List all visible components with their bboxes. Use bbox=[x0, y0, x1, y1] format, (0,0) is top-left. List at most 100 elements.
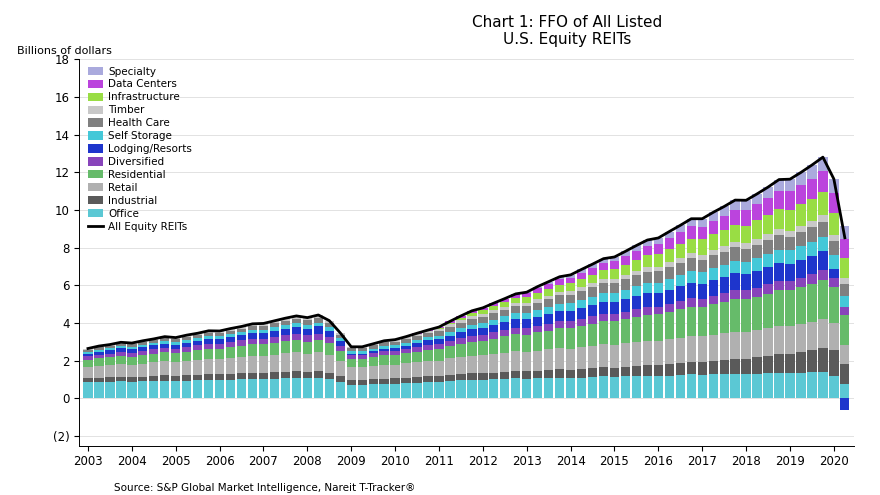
Bar bbox=[182, 335, 191, 337]
Bar bbox=[763, 240, 773, 254]
Bar bbox=[467, 313, 477, 316]
Bar bbox=[423, 330, 433, 331]
Bar bbox=[270, 337, 279, 343]
Bar bbox=[500, 352, 510, 372]
Bar bbox=[335, 335, 345, 339]
Bar bbox=[522, 319, 532, 328]
Bar bbox=[577, 319, 586, 326]
Bar bbox=[313, 371, 323, 378]
Bar bbox=[347, 351, 356, 354]
Bar bbox=[357, 348, 367, 351]
Bar bbox=[511, 306, 520, 313]
Bar bbox=[588, 305, 598, 316]
Bar bbox=[193, 360, 202, 375]
Bar bbox=[445, 358, 455, 375]
Bar bbox=[94, 358, 104, 366]
Bar bbox=[620, 251, 630, 256]
Bar bbox=[610, 302, 620, 314]
Bar bbox=[533, 326, 542, 333]
Bar bbox=[720, 206, 729, 215]
Bar bbox=[182, 361, 191, 375]
Bar bbox=[84, 348, 92, 349]
Bar bbox=[237, 341, 246, 346]
Bar bbox=[566, 283, 576, 291]
Bar bbox=[676, 233, 685, 244]
Bar bbox=[698, 254, 707, 259]
Bar bbox=[752, 374, 762, 398]
Bar bbox=[303, 379, 312, 398]
Bar bbox=[730, 225, 740, 242]
Bar bbox=[138, 363, 148, 377]
Bar bbox=[774, 209, 784, 230]
Bar bbox=[379, 379, 389, 384]
Bar bbox=[313, 327, 323, 334]
Bar bbox=[423, 333, 433, 337]
Bar bbox=[237, 346, 246, 357]
Bar bbox=[522, 371, 532, 379]
Bar bbox=[347, 354, 356, 355]
Bar bbox=[708, 250, 718, 255]
Bar bbox=[763, 356, 773, 373]
Bar bbox=[544, 370, 554, 378]
Legend: Specialty, Data Centers, Infrastructure, Timber, Health Care, Self Storage, Lodg: Specialty, Data Centers, Infrastructure,… bbox=[88, 66, 192, 232]
Bar bbox=[610, 283, 620, 294]
Bar bbox=[796, 232, 805, 246]
Bar bbox=[654, 314, 663, 341]
Bar bbox=[642, 293, 652, 307]
Bar bbox=[445, 346, 455, 358]
Bar bbox=[160, 352, 170, 361]
Bar bbox=[128, 343, 136, 345]
Bar bbox=[763, 198, 773, 215]
Bar bbox=[610, 321, 620, 345]
Bar bbox=[369, 357, 378, 366]
Bar bbox=[281, 335, 290, 342]
Bar bbox=[676, 363, 685, 375]
Bar bbox=[566, 275, 576, 278]
Bar bbox=[511, 313, 520, 319]
Bar bbox=[533, 333, 542, 350]
Bar bbox=[632, 296, 641, 309]
Bar bbox=[182, 381, 191, 398]
Bar bbox=[160, 338, 170, 341]
Bar bbox=[632, 317, 641, 342]
Bar bbox=[489, 339, 498, 354]
Bar bbox=[730, 200, 740, 209]
Bar bbox=[698, 375, 707, 398]
Bar bbox=[204, 359, 213, 374]
Bar bbox=[456, 316, 466, 318]
Bar bbox=[335, 342, 345, 346]
Bar bbox=[303, 342, 312, 353]
Bar bbox=[763, 328, 773, 356]
Bar bbox=[654, 238, 663, 244]
Bar bbox=[785, 326, 795, 354]
Bar bbox=[171, 362, 180, 376]
Bar bbox=[610, 294, 620, 302]
Bar bbox=[522, 313, 532, 319]
Bar bbox=[566, 291, 576, 295]
Bar bbox=[642, 272, 652, 283]
Bar bbox=[215, 331, 224, 333]
Bar bbox=[248, 345, 257, 356]
Bar bbox=[259, 339, 268, 345]
Bar bbox=[456, 318, 466, 320]
Bar bbox=[676, 275, 685, 286]
Bar bbox=[785, 231, 795, 237]
Bar bbox=[742, 374, 751, 398]
Bar bbox=[511, 297, 520, 303]
Bar bbox=[281, 329, 290, 335]
Bar bbox=[94, 351, 104, 355]
Bar bbox=[413, 347, 422, 351]
Bar bbox=[500, 307, 510, 310]
Bar bbox=[511, 303, 520, 306]
Title: Chart 1: FFO of All Listed
U.S. Equity REITs: Chart 1: FFO of All Listed U.S. Equity R… bbox=[472, 15, 662, 47]
Bar bbox=[128, 345, 136, 347]
Bar bbox=[676, 375, 685, 398]
Bar bbox=[632, 366, 641, 376]
Bar bbox=[642, 267, 652, 272]
Bar bbox=[807, 165, 817, 179]
Bar bbox=[796, 324, 805, 352]
Bar bbox=[413, 351, 422, 362]
Bar bbox=[730, 273, 740, 290]
Bar bbox=[807, 350, 817, 372]
Bar bbox=[369, 353, 378, 357]
